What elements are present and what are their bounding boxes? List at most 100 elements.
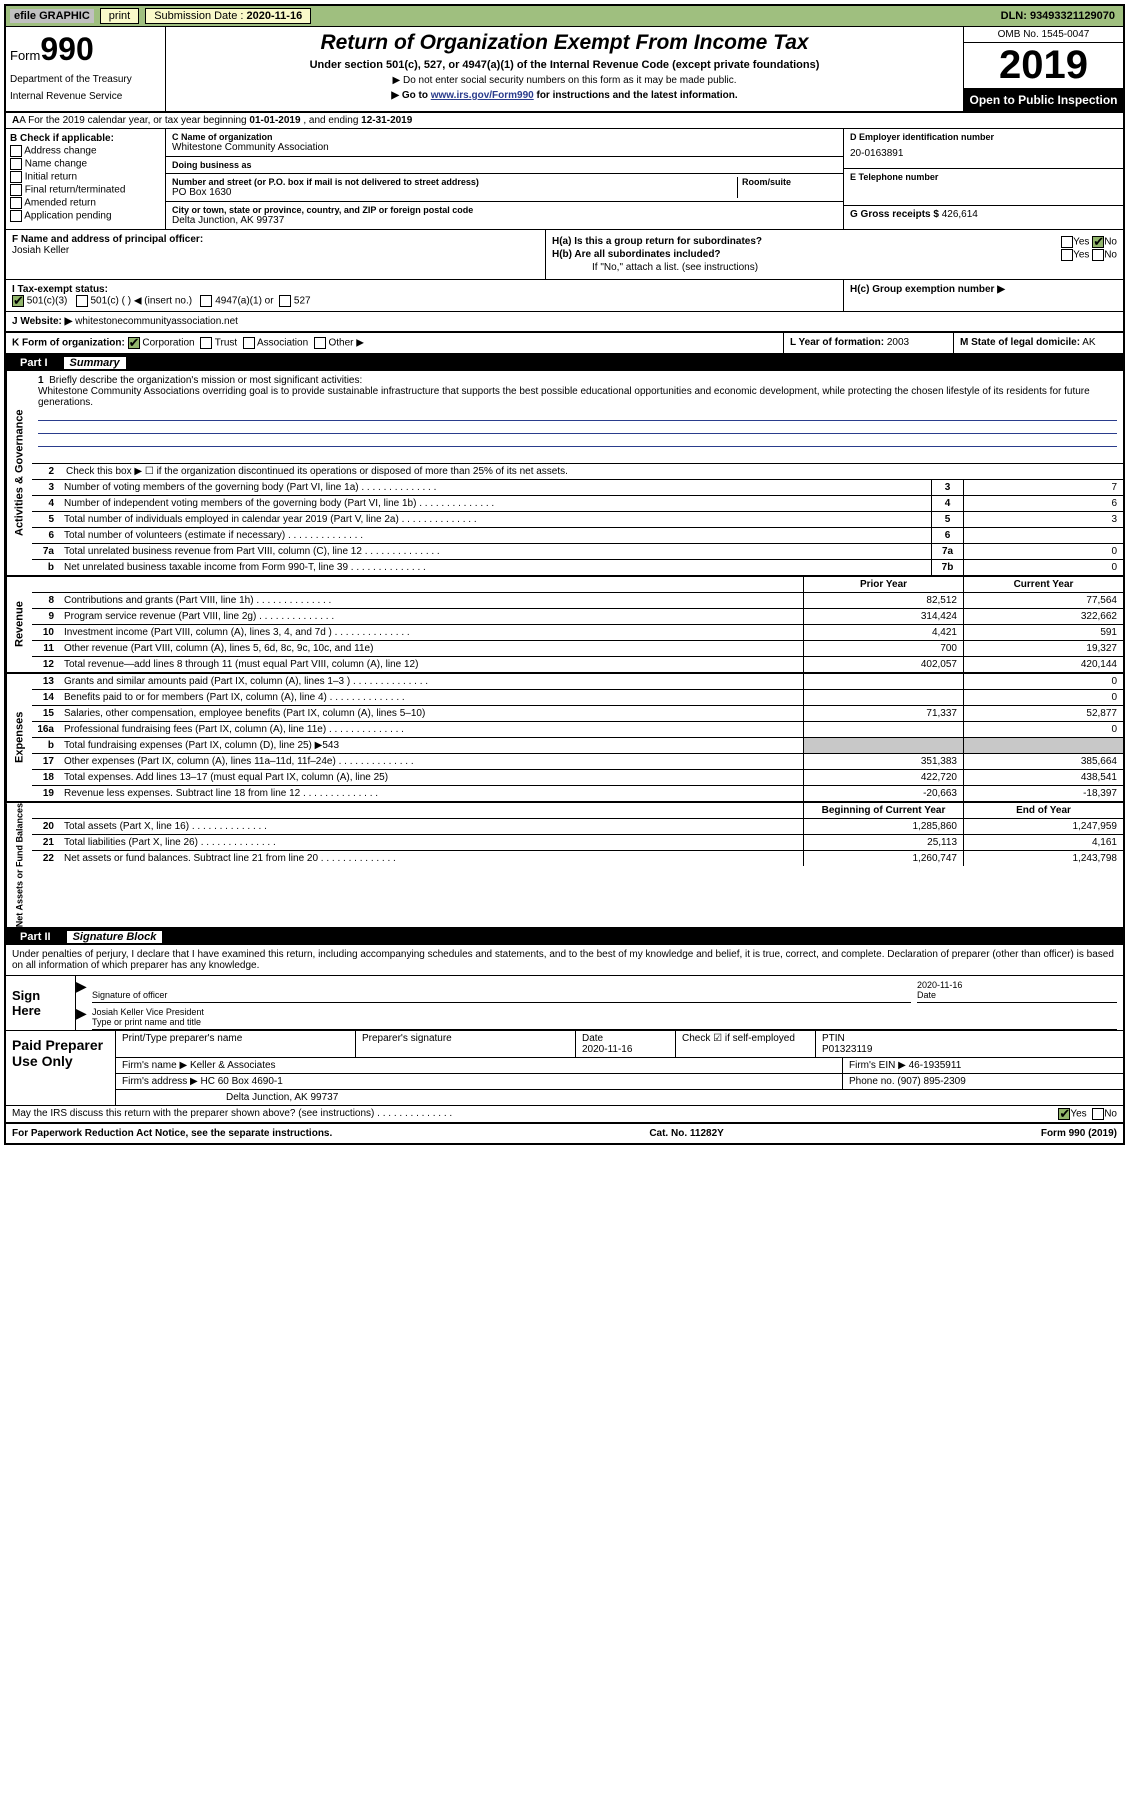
col-eoy: End of Year bbox=[963, 803, 1123, 818]
principal-officer-box: F Name and address of principal officer:… bbox=[6, 230, 546, 279]
row-f-h: F Name and address of principal officer:… bbox=[6, 230, 1123, 280]
ein-value: 20-0163891 bbox=[850, 142, 1117, 165]
check-501c[interactable] bbox=[76, 295, 88, 307]
col-b-header: B Check if applicable: bbox=[10, 133, 114, 144]
vtab-expenses: Expenses bbox=[6, 674, 32, 801]
dln-label: DLN: 93493321129070 bbox=[1001, 10, 1119, 22]
check-trust[interactable] bbox=[200, 337, 212, 349]
mission-text: Whitestone Community Associations overri… bbox=[38, 386, 1090, 408]
part-1-revenue: Revenue Prior YearCurrent Year 8Contribu… bbox=[6, 577, 1123, 674]
line-8: Contributions and grants (Part VIII, lin… bbox=[60, 593, 803, 608]
form-header: Form990 Department of the Treasury Inter… bbox=[6, 27, 1123, 113]
discuss-yes[interactable] bbox=[1058, 1108, 1070, 1120]
form-subtitle: Under section 501(c), 527, or 4947(a)(1)… bbox=[174, 59, 955, 71]
line-a: AA For the 2019 calendar year, or tax ye… bbox=[6, 113, 1123, 129]
line-3: Number of voting members of the governin… bbox=[60, 480, 931, 495]
irs-link[interactable]: www.irs.gov/Form990 bbox=[431, 90, 534, 101]
print-button[interactable]: print bbox=[100, 8, 139, 24]
officer-signature-line[interactable]: Signature of officer bbox=[92, 980, 911, 1003]
line-9: Program service revenue (Part VIII, line… bbox=[60, 609, 803, 624]
val-7a: 0 bbox=[963, 544, 1123, 559]
group-exemption-box: H(c) Group exemption number ▶ bbox=[843, 280, 1123, 311]
line-18: Total expenses. Add lines 13–17 (must eq… bbox=[60, 770, 803, 785]
org-name-value: Whitestone Community Association bbox=[172, 142, 837, 153]
form-container: efile GRAPHIC print Submission Date : 20… bbox=[4, 4, 1125, 1145]
omb-number: OMB No. 1545-0047 bbox=[964, 27, 1123, 43]
sign-here-row: Sign Here ▶ Signature of officer 2020-11… bbox=[6, 975, 1123, 1030]
signature-block: Under penalties of perjury, I declare th… bbox=[6, 945, 1123, 1124]
val-3: 7 bbox=[963, 480, 1123, 495]
check-name-change[interactable]: Name change bbox=[10, 158, 161, 170]
line-14: Benefits paid to or for members (Part IX… bbox=[60, 690, 803, 705]
line-7a: Total unrelated business revenue from Pa… bbox=[60, 544, 931, 559]
check-other[interactable] bbox=[314, 337, 326, 349]
line-17: Other expenses (Part IX, column (A), lin… bbox=[60, 754, 803, 769]
officer-name: Josiah Keller bbox=[12, 245, 539, 256]
cat-number: Cat. No. 11282Y bbox=[649, 1128, 723, 1139]
line-21: Total liabilities (Part X, line 26) bbox=[60, 835, 803, 850]
vtab-activities-governance: Activities & Governance bbox=[6, 371, 32, 575]
discuss-no[interactable] bbox=[1092, 1108, 1104, 1120]
header-middle: Return of Organization Exempt From Incom… bbox=[166, 27, 963, 111]
preparer-signature: Preparer's signature bbox=[356, 1031, 576, 1057]
form-of-org-box: K Form of organization: Corporation Trus… bbox=[6, 333, 783, 353]
officer-printed-name: Josiah Keller Vice PresidentType or prin… bbox=[92, 1007, 1117, 1030]
ptin-box: PTINP01323119 bbox=[816, 1031, 1123, 1057]
firm-address-2: Delta Junction, AK 99737 bbox=[116, 1090, 1123, 1105]
part-2-header: Part II Signature Block bbox=[6, 929, 1123, 945]
city-value: Delta Junction, AK 99737 bbox=[172, 215, 837, 226]
part-1-netassets: Net Assets or Fund Balances Beginning of… bbox=[6, 803, 1123, 929]
check-association[interactable] bbox=[243, 337, 255, 349]
check-527[interactable] bbox=[279, 295, 291, 307]
dept-label: Department of the Treasury bbox=[10, 74, 161, 85]
form-title: Return of Organization Exempt From Incom… bbox=[174, 31, 955, 55]
firm-address: Firm's address ▶ HC 60 Box 4690-1 bbox=[116, 1074, 843, 1089]
row-k-l-m: K Form of organization: Corporation Trus… bbox=[6, 333, 1123, 355]
website-value: whitestonecommunityassociation.net bbox=[75, 316, 238, 327]
line-10: Investment income (Part VIII, column (A)… bbox=[60, 625, 803, 640]
check-501c3[interactable] bbox=[12, 295, 24, 307]
form-ref: Form 990 (2019) bbox=[1041, 1128, 1117, 1139]
vtab-revenue: Revenue bbox=[6, 577, 32, 672]
efile-label: efile GRAPHIC bbox=[10, 9, 94, 23]
check-amended-return[interactable]: Amended return bbox=[10, 197, 161, 209]
city-box: City or town, state or province, country… bbox=[166, 202, 843, 229]
line-12: Total revenue—add lines 8 through 11 (mu… bbox=[60, 657, 803, 672]
info-row-bcd: B Check if applicable: Address change Na… bbox=[6, 129, 1123, 230]
submission-date-button[interactable]: Submission Date : 2020-11-16 bbox=[145, 8, 311, 24]
ein-box: D Employer identification number 20-0163… bbox=[844, 129, 1123, 169]
check-initial-return[interactable]: Initial return bbox=[10, 171, 161, 183]
open-public-badge: Open to Public Inspection bbox=[964, 89, 1123, 111]
firm-phone: Phone no. (907) 895-2309 bbox=[843, 1074, 1123, 1089]
footer: For Paperwork Reduction Act Notice, see … bbox=[6, 1124, 1123, 1143]
check-final-return[interactable]: Final return/terminated bbox=[10, 184, 161, 196]
preparer-name: Print/Type preparer's name bbox=[116, 1031, 356, 1057]
line-6: Total number of volunteers (estimate if … bbox=[60, 528, 931, 543]
dba-box: Doing business as bbox=[166, 157, 843, 174]
col-current-year: Current Year bbox=[963, 577, 1123, 592]
check-corporation[interactable] bbox=[128, 337, 140, 349]
check-app-pending[interactable]: Application pending bbox=[10, 210, 161, 222]
self-employed-check[interactable]: Check ☑ if self-employed bbox=[676, 1031, 816, 1057]
row-j: J Website: ▶ whitestonecommunityassociat… bbox=[6, 312, 1123, 333]
signature-intro: Under penalties of perjury, I declare th… bbox=[6, 945, 1123, 975]
val-5: 3 bbox=[963, 512, 1123, 527]
line-20: Total assets (Part X, line 16) bbox=[60, 819, 803, 834]
discuss-row: May the IRS discuss this return with the… bbox=[6, 1105, 1123, 1122]
column-d: D Employer identification number 20-0163… bbox=[843, 129, 1123, 229]
check-4947a1[interactable] bbox=[200, 295, 212, 307]
signature-date: 2020-11-16Date bbox=[917, 980, 1117, 1003]
part-1-ag: Activities & Governance 1 Briefly descri… bbox=[6, 371, 1123, 577]
col-prior-year: Prior Year bbox=[803, 577, 963, 592]
line-7b: Net unrelated business taxable income fr… bbox=[60, 560, 931, 575]
tax-exempt-status: I Tax-exempt status: 501(c)(3) 501(c) ( … bbox=[6, 280, 843, 311]
sign-here-label: Sign Here bbox=[6, 976, 76, 1030]
preparer-date: Date2020-11-16 bbox=[576, 1031, 676, 1057]
org-name-box: C Name of organization Whitestone Commun… bbox=[166, 129, 843, 157]
paid-preparer-label: Paid Preparer Use Only bbox=[6, 1031, 116, 1105]
val-4: 6 bbox=[963, 496, 1123, 511]
check-address-change[interactable]: Address change bbox=[10, 145, 161, 157]
telephone-box: E Telephone number bbox=[844, 169, 1123, 206]
line-15: Salaries, other compensation, employee b… bbox=[60, 706, 803, 721]
instructions-link: ▶ Go to www.irs.gov/Form990 for instruct… bbox=[174, 90, 955, 101]
